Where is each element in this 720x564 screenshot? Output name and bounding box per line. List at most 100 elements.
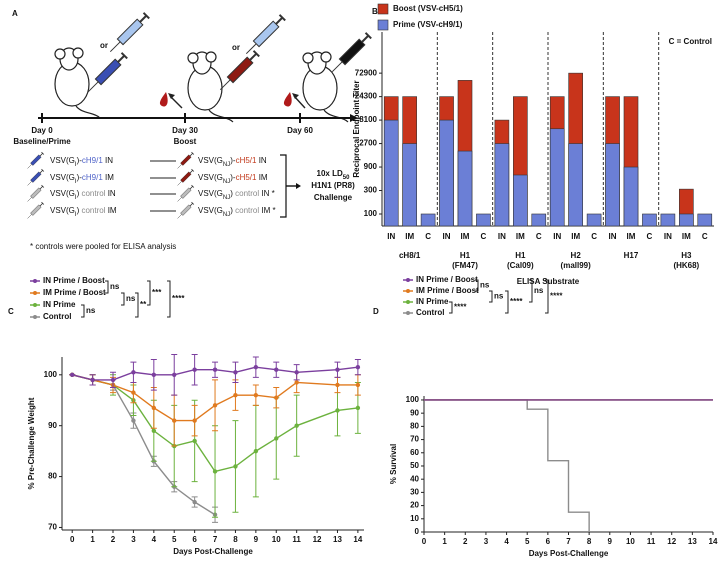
x-tick-label: IN [609,232,617,241]
x-tick-label: 7 [566,537,571,546]
significance-bracket [81,304,85,318]
y-tick-label: 0 [415,527,420,536]
y-axis-label: Reciprocal Endpoint Titer [352,80,361,177]
series-line [72,374,358,473]
legend-swatch [377,3,389,15]
timepoint-event: Boost [174,137,197,146]
group-label: cH8/1 [399,251,421,260]
x-tick-label: 7 [213,535,218,544]
group-label: H1 [460,251,471,260]
data-point [131,390,136,395]
significance-bracket [135,292,139,318]
bar [586,213,602,227]
significance-bracket [147,280,151,306]
group-label: (FM47) [452,261,478,270]
y-tick-label: 30 [410,487,419,496]
bar [531,213,547,227]
x-tick-label: 0 [422,537,427,546]
legend-marker [406,289,410,293]
significance-label: ** [140,300,147,309]
survival-curve [424,399,590,532]
legend-marker [406,311,410,315]
bar [439,119,454,227]
y-tick-label: 900 [364,162,378,171]
data-point [151,405,157,411]
legend-swatch [377,19,389,31]
group-label: H2 [571,251,582,260]
data-point [355,364,361,370]
syringe-icon [216,49,261,94]
x-tick-label: IM [516,232,525,241]
boost-vaccine: VSV(GNJ)-cH5/1 IN [198,156,267,167]
y-tick-label: 72900 [355,68,378,77]
y-tick-label: 70 [48,523,57,532]
significance-bracket [121,292,125,306]
legend-label: IN Prime / Boost [43,276,105,285]
significance-label: ns [480,281,490,290]
bar [660,213,676,227]
data-point [212,367,218,372]
or-label: or [100,41,108,50]
y-tick-label: 90 [48,421,57,430]
text-segment: ) [77,189,80,198]
data-point [253,392,259,398]
text-segment: H1N1 (PR8) [311,181,355,190]
legend-label: IN Prime [416,297,449,306]
significance-label: ns [110,282,120,291]
blood-drop [159,92,168,107]
syringe-icon [25,151,45,171]
y-axis-label: % Survival [389,444,398,484]
text-segment: cH5/1 [236,156,257,165]
bracket [280,154,287,218]
data-point [192,418,197,423]
data-point [294,380,299,385]
syringe-icon [175,184,195,204]
text-segment: IN [103,156,113,165]
text-segment: IN * [259,189,275,198]
bar [402,143,417,227]
or-label: or [232,43,240,52]
bar [623,166,639,227]
timeline-arrow [350,114,358,122]
legend-marker [33,291,37,295]
arrow-head [168,93,175,99]
significance-bracket [449,301,453,314]
legend-label: IM Prime / Boost [416,286,479,295]
text-segment: NJ [223,212,230,218]
data-point [335,408,340,413]
x-tick-label: 4 [504,537,509,546]
data-point [90,377,95,383]
significance-label: **** [454,303,467,312]
bar [476,213,491,227]
prime-vaccine: VSV(GI)-cH9/1 IN [50,156,113,167]
blood-drop [283,92,292,107]
data-point [294,370,299,375]
text-segment: IN [105,189,115,198]
text-segment: I [75,195,77,201]
data-point [355,405,361,411]
timepoint-day: Day 30 [172,126,198,135]
significance-bracket [505,290,509,314]
data-point [253,448,259,454]
x-tick-label: 12 [667,537,676,546]
y-tick-label: 100 [364,209,378,218]
y-tick-label: 300 [364,186,378,195]
y-tick-label: 60 [410,448,419,457]
data-point [294,423,299,428]
group-label: (Cal09) [507,261,534,270]
syringe-icon [175,168,195,188]
series-line [72,366,358,381]
significance-bracket [545,279,549,314]
syringe-icon [175,151,195,171]
x-axis-label: Days Post-Challenge [173,547,253,556]
significance-label: ns [126,294,136,303]
data-point [172,418,177,423]
data-point [274,395,279,400]
y-tick-label: 90 [410,408,419,417]
x-tick-label: C [536,232,542,241]
y-tick-label: 70 [410,435,419,444]
text-segment: Challenge [314,193,353,202]
mouse-icon [54,47,101,119]
text-segment: I [75,212,77,218]
